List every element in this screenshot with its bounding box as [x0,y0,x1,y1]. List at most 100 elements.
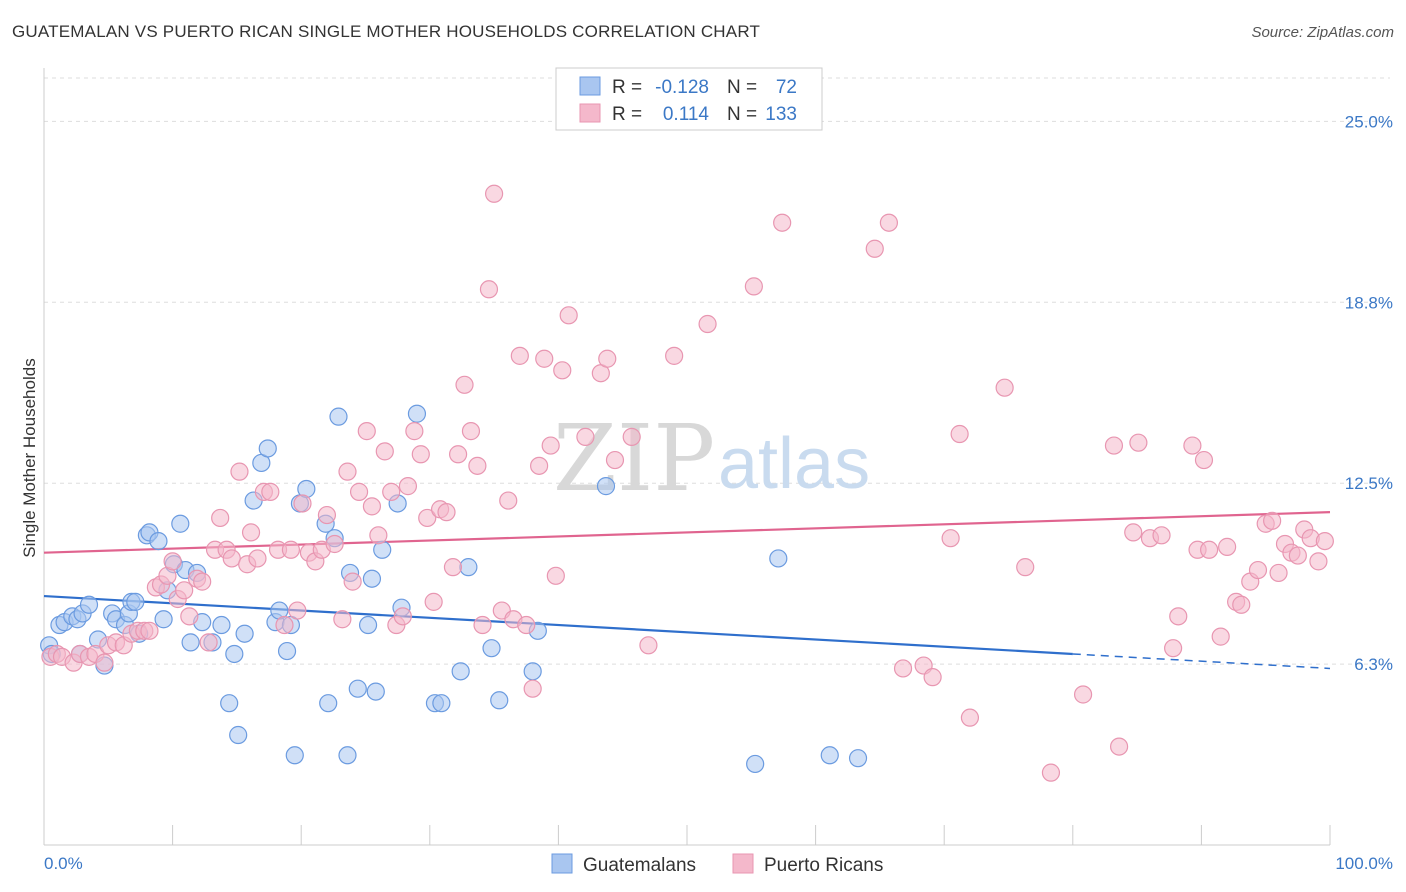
axes [43,68,1331,846]
pink-point-31 [241,523,261,542]
grid-lines [44,77,1390,665]
blue-point-30 [225,644,244,664]
legend-n-label-2: N = [727,104,757,125]
trend-line-pink [43,511,1331,554]
pink-point-104 [1073,685,1093,704]
pink-point-50 [362,497,382,516]
legend-swatch-guatemalans [579,76,601,96]
x-tick-label-1: 100.0% [1335,854,1393,873]
blue-point-47 [338,746,357,765]
watermark-atlas: atlas [718,424,870,504]
blue-point-22 [171,514,190,533]
blue-point-28 [212,615,231,635]
blue-point-49 [348,679,367,698]
pink-point-75 [517,615,536,635]
blue-point-18 [149,531,168,551]
pink-point-111 [1164,639,1183,658]
pink-point-98 [941,529,960,548]
x-tick-labels: 0.0% 100.0% [44,854,1393,873]
pink-point-122 [1248,560,1268,580]
pink-point-23 [193,572,212,591]
pink-point-45 [333,610,352,629]
bottom-legend-swatch-puerto-ricans [732,853,754,874]
blue-point-35 [258,439,277,458]
pink-point-79 [541,436,560,455]
pink-point-70 [485,184,504,203]
legend-r-label-1: R = [612,77,642,98]
blue-point-29 [220,694,239,713]
y-tick-label-1: 12.5% [1345,474,1393,493]
pink-point-125 [1269,563,1288,583]
pink-point-131 [1309,552,1328,571]
pink-point-46 [338,462,357,481]
blue-point-52 [366,682,385,701]
pink-point-55 [393,607,412,626]
pink-point-76 [523,679,542,698]
blue-point-63 [523,662,542,681]
pink-point-91 [744,277,763,296]
pink-point-47 [343,572,362,591]
legend-r-label-2: R = [612,104,642,125]
pink-point-120 [1232,595,1251,614]
watermark-zip: ZIP [553,405,715,512]
pink-point-95 [893,659,913,678]
blue-point-24 [181,633,200,652]
pink-point-124 [1263,511,1282,530]
blue-point-62 [490,691,509,710]
pink-point-56 [398,477,418,496]
pink-point-7 [95,653,114,672]
pink-point-128 [1288,546,1307,565]
y-tick-labels: 6.3% 12.5% 18.8% 25.0% [1345,112,1393,674]
pink-point-18 [163,552,182,571]
pink-point-58 [411,445,430,464]
pink-point-68 [473,615,492,635]
pink-point-116 [1200,540,1219,559]
pink-point-90 [698,314,717,334]
pink-point-48 [349,482,369,501]
blue-point-19 [154,610,173,629]
bottom-legend-label-guatemalans: Guatemalans [583,855,696,876]
pink-point-108 [1129,433,1148,452]
stats-legend: R = -0.128 N = 72 R = 0.114 N = 133 [555,67,823,131]
pink-point-101 [995,378,1014,397]
pink-point-102 [1016,558,1035,577]
pink-point-103 [1041,763,1061,782]
pink-point-64 [448,445,468,464]
pink-point-107 [1124,523,1143,542]
pink-point-105 [1104,436,1124,455]
blue-point-40 [285,746,304,765]
blue-point-51 [362,569,382,588]
pink-point-57 [405,422,424,441]
pink-point-74 [510,346,529,365]
pink-point-29 [230,462,249,481]
pink-point-37 [281,540,301,559]
legend-n-value-2: 133 [765,104,797,125]
pink-point-100 [960,708,980,727]
blue-point-38 [277,641,297,661]
blue-point-31 [229,725,248,745]
pink-point-97 [923,668,942,687]
pink-point-38 [288,601,307,620]
pink-point-34 [261,482,280,501]
pink-point-39 [293,494,312,513]
series-legend: Guatemalans Puerto Ricans [551,853,883,876]
y-tick-label-2: 18.8% [1345,293,1393,312]
blue-point-61 [482,639,501,658]
y-axis-label: Single Mother Households [20,358,39,557]
legend-swatch-puerto-ricans [579,103,601,123]
y-tick-label-0: 6.3% [1354,655,1393,674]
pink-point-82 [559,306,578,325]
pink-point-99 [950,424,969,444]
pink-point-80 [546,566,565,585]
pink-point-113 [1183,436,1202,455]
legend-r-value-2: 0.114 [663,104,710,125]
pink-point-112 [1169,607,1188,626]
pink-point-51 [369,526,388,545]
pink-point-60 [424,592,443,611]
pink-point-81 [553,361,572,380]
pink-point-52 [375,442,394,461]
pink-point-14 [140,621,159,640]
pink-point-85 [598,349,617,368]
pink-point-44 [325,534,344,554]
